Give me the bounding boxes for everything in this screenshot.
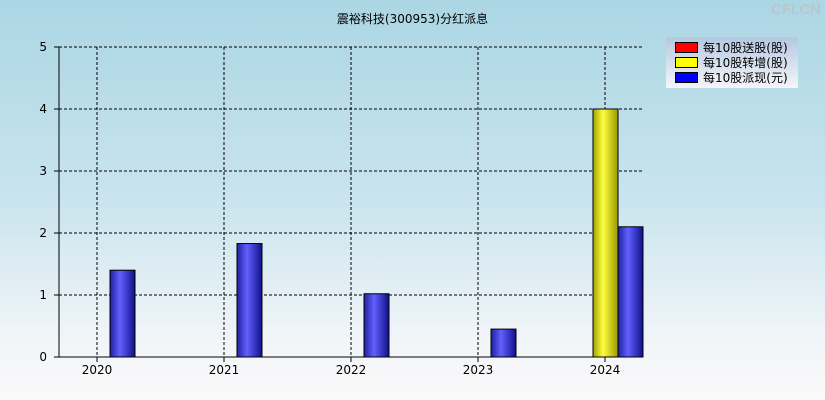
legend-label: 每10股转增(股) [703, 55, 788, 70]
y-tick-label: 5 [39, 40, 47, 54]
x-tick-label: 2020 [82, 363, 113, 377]
x-tick-label: 2022 [336, 363, 367, 377]
legend: 每10股送股(股) 每10股转增(股) 每10股派现(元) [666, 37, 798, 88]
bar-pai-2023 [490, 328, 517, 358]
legend-swatch-red [675, 41, 698, 53]
legend-item-pai: 每10股派现(元) [675, 70, 788, 85]
y-tick-label: 3 [39, 164, 47, 178]
legend-label: 每10股送股(股) [703, 40, 788, 55]
y-tick-label: 2 [39, 226, 47, 240]
x-tick-label: 2023 [463, 363, 494, 377]
legend-swatch-blue [675, 71, 698, 83]
bar-pai-2022 [363, 293, 390, 358]
x-tick-label: 2024 [590, 363, 621, 377]
legend-item-song: 每10股送股(股) [675, 40, 788, 55]
legend-label: 每10股派现(元) [703, 70, 788, 85]
legend-item-zhuan: 每10股转增(股) [675, 55, 788, 70]
watermark: CFi.CN [771, 1, 821, 18]
y-tick-label: 4 [39, 102, 47, 116]
bar-zhuan-2024 [592, 108, 619, 358]
bar-pai-2020 [109, 269, 136, 358]
chart-title: 震裕科技(300953)分红派息 [336, 12, 489, 26]
legend-swatch-yellow [675, 56, 698, 68]
bar-pai-2024 [617, 226, 644, 358]
x-tick-label: 2021 [209, 363, 240, 377]
bar-pai-2021 [236, 243, 263, 358]
y-tick-label: 1 [39, 288, 47, 302]
y-tick-label: 0 [39, 350, 47, 364]
